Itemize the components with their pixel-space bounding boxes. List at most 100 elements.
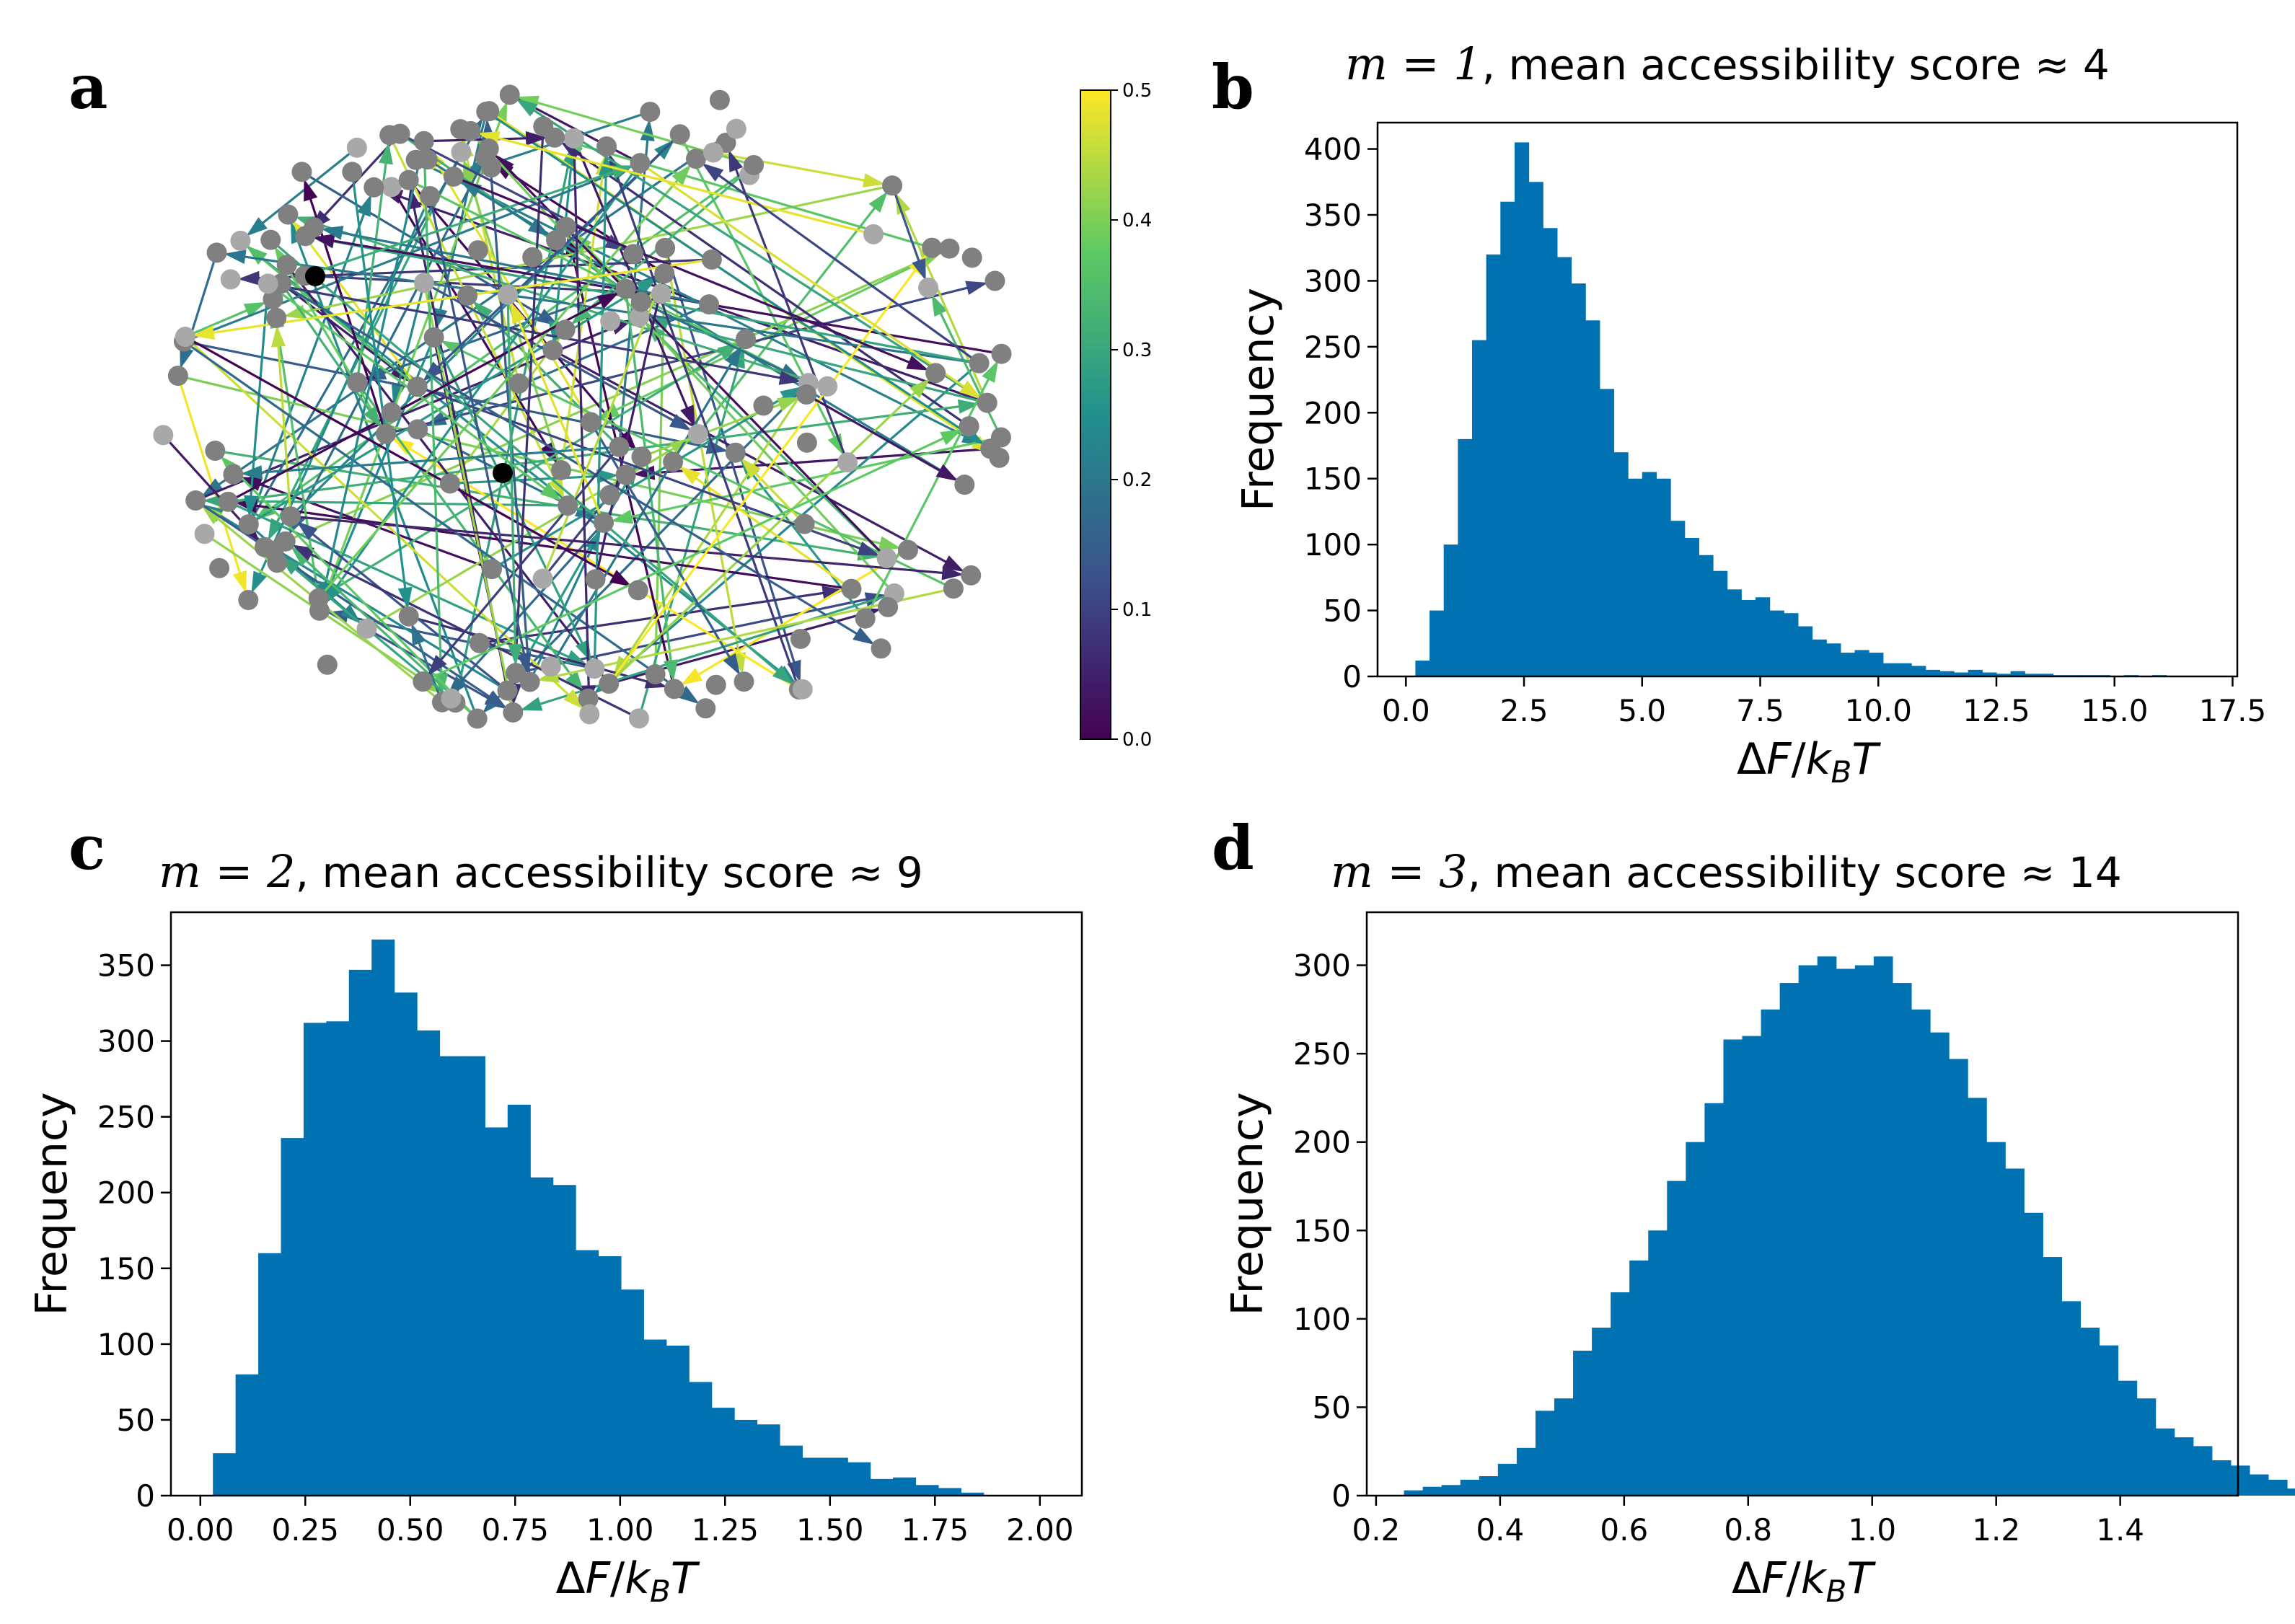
panel-c-title: m = 2, mean accessibility score ≈ 9 xyxy=(159,845,923,898)
histogram-bar xyxy=(779,1445,803,1496)
network-node xyxy=(664,679,684,700)
network-edge xyxy=(550,348,741,668)
network-edge xyxy=(423,282,512,702)
histogram-bar xyxy=(2099,1345,2119,1496)
network-node xyxy=(457,285,478,306)
y-tick-label: 0 xyxy=(136,1478,155,1514)
network-edge xyxy=(511,304,605,524)
network-node xyxy=(726,118,746,139)
arrow-head xyxy=(519,697,543,711)
y-tick-label: 0 xyxy=(1331,1478,1351,1514)
histogram-bar xyxy=(1882,663,1898,676)
network-node xyxy=(581,412,602,433)
network-node xyxy=(317,654,338,675)
histogram-bar xyxy=(1443,544,1458,676)
network-node xyxy=(467,708,488,729)
y-tick-label: 250 xyxy=(1293,1036,1351,1072)
arrow-head xyxy=(878,536,902,551)
network-node xyxy=(304,217,325,238)
network-node xyxy=(629,306,650,327)
network-node xyxy=(699,294,720,315)
network-node xyxy=(381,177,402,198)
network-node xyxy=(654,263,675,284)
arrow-head xyxy=(224,250,247,265)
network-node xyxy=(627,580,648,601)
arrow-head xyxy=(560,141,583,160)
histogram-bar xyxy=(961,1492,984,1496)
histogram-bar xyxy=(620,1289,644,1496)
network-node xyxy=(701,249,722,270)
arrow-head xyxy=(680,405,695,428)
arrow-head xyxy=(240,465,263,480)
arrow-head xyxy=(895,192,911,215)
histogram-bar xyxy=(2193,1446,2213,1496)
network-node xyxy=(790,628,811,649)
colorbar-tick-label: 0.0 xyxy=(1122,729,1152,751)
network-node xyxy=(451,141,472,162)
histogram-d: 0.2 0.4 0.6 0.8 1.0 1.2 1.4 0 50 100 150 200 250 300 Δ… xyxy=(1223,911,2295,1609)
network-node xyxy=(364,177,384,198)
network-edge xyxy=(589,421,739,673)
histogram-bar xyxy=(2136,1398,2157,1496)
arrow-head xyxy=(965,281,988,295)
network-node xyxy=(230,230,251,251)
x-tick-label: 7.5 xyxy=(1736,693,1784,728)
y-tick-label: 200 xyxy=(97,1175,155,1211)
histogram-bar xyxy=(371,939,395,1496)
network-node xyxy=(347,372,368,393)
arrow-head xyxy=(356,194,371,217)
network-edge xyxy=(286,264,603,676)
histogram-bar xyxy=(485,1127,508,1496)
arrow-head xyxy=(232,570,247,593)
network-edge xyxy=(429,446,620,674)
arrow-head xyxy=(680,668,703,686)
histogram-bar xyxy=(326,1021,350,1496)
histogram-bar xyxy=(1779,983,1800,1496)
arrow-head xyxy=(982,360,998,383)
network-edge xyxy=(299,522,508,692)
y-axis-label: Frequency xyxy=(27,1093,77,1316)
network-node xyxy=(263,540,284,561)
histogram-bar xyxy=(1741,599,1756,676)
histogram-bar xyxy=(1516,1447,1536,1496)
arrow-head xyxy=(364,366,387,380)
histogram-bar xyxy=(2038,674,2054,676)
network-node xyxy=(876,548,897,569)
arrow-head xyxy=(485,690,507,709)
arrow-head xyxy=(540,482,563,502)
network-node xyxy=(599,485,620,506)
network-edge xyxy=(664,247,801,679)
histogram-bar xyxy=(1996,674,2012,676)
network-node xyxy=(599,674,620,694)
network-node xyxy=(669,124,690,145)
arrow-head xyxy=(268,518,284,541)
network-edge xyxy=(304,165,630,277)
network-edge xyxy=(295,545,640,720)
arrow-head xyxy=(868,191,888,213)
arrow-head xyxy=(312,234,335,248)
network-node xyxy=(969,353,990,374)
arrow-head xyxy=(610,509,634,524)
network-node xyxy=(460,120,481,141)
histogram-bar xyxy=(1404,1490,1424,1496)
network-node xyxy=(630,291,651,312)
histogram-bar xyxy=(1573,1350,1593,1496)
histogram-bar xyxy=(1869,653,1884,676)
network-panel: a 0.0 0.1 0.2 0.3 0.4 0.5 xyxy=(69,51,1152,751)
histogram-bar xyxy=(1471,340,1487,676)
x-tick-label: 1.2 xyxy=(1972,1512,2020,1548)
network-node xyxy=(792,679,813,700)
network-node xyxy=(817,376,838,397)
network-node xyxy=(593,512,614,533)
arrow-head xyxy=(777,397,800,412)
histogram-bar xyxy=(2249,1474,2269,1496)
network-node xyxy=(257,273,278,294)
network-edge xyxy=(728,153,849,463)
histogram-bar xyxy=(1556,257,1572,676)
arrow-head xyxy=(941,565,964,581)
network-node xyxy=(897,539,918,560)
arrow-head xyxy=(237,270,260,286)
network-node xyxy=(631,446,652,467)
histogram-bar xyxy=(2268,1479,2288,1496)
histogram-bar xyxy=(303,1023,327,1496)
